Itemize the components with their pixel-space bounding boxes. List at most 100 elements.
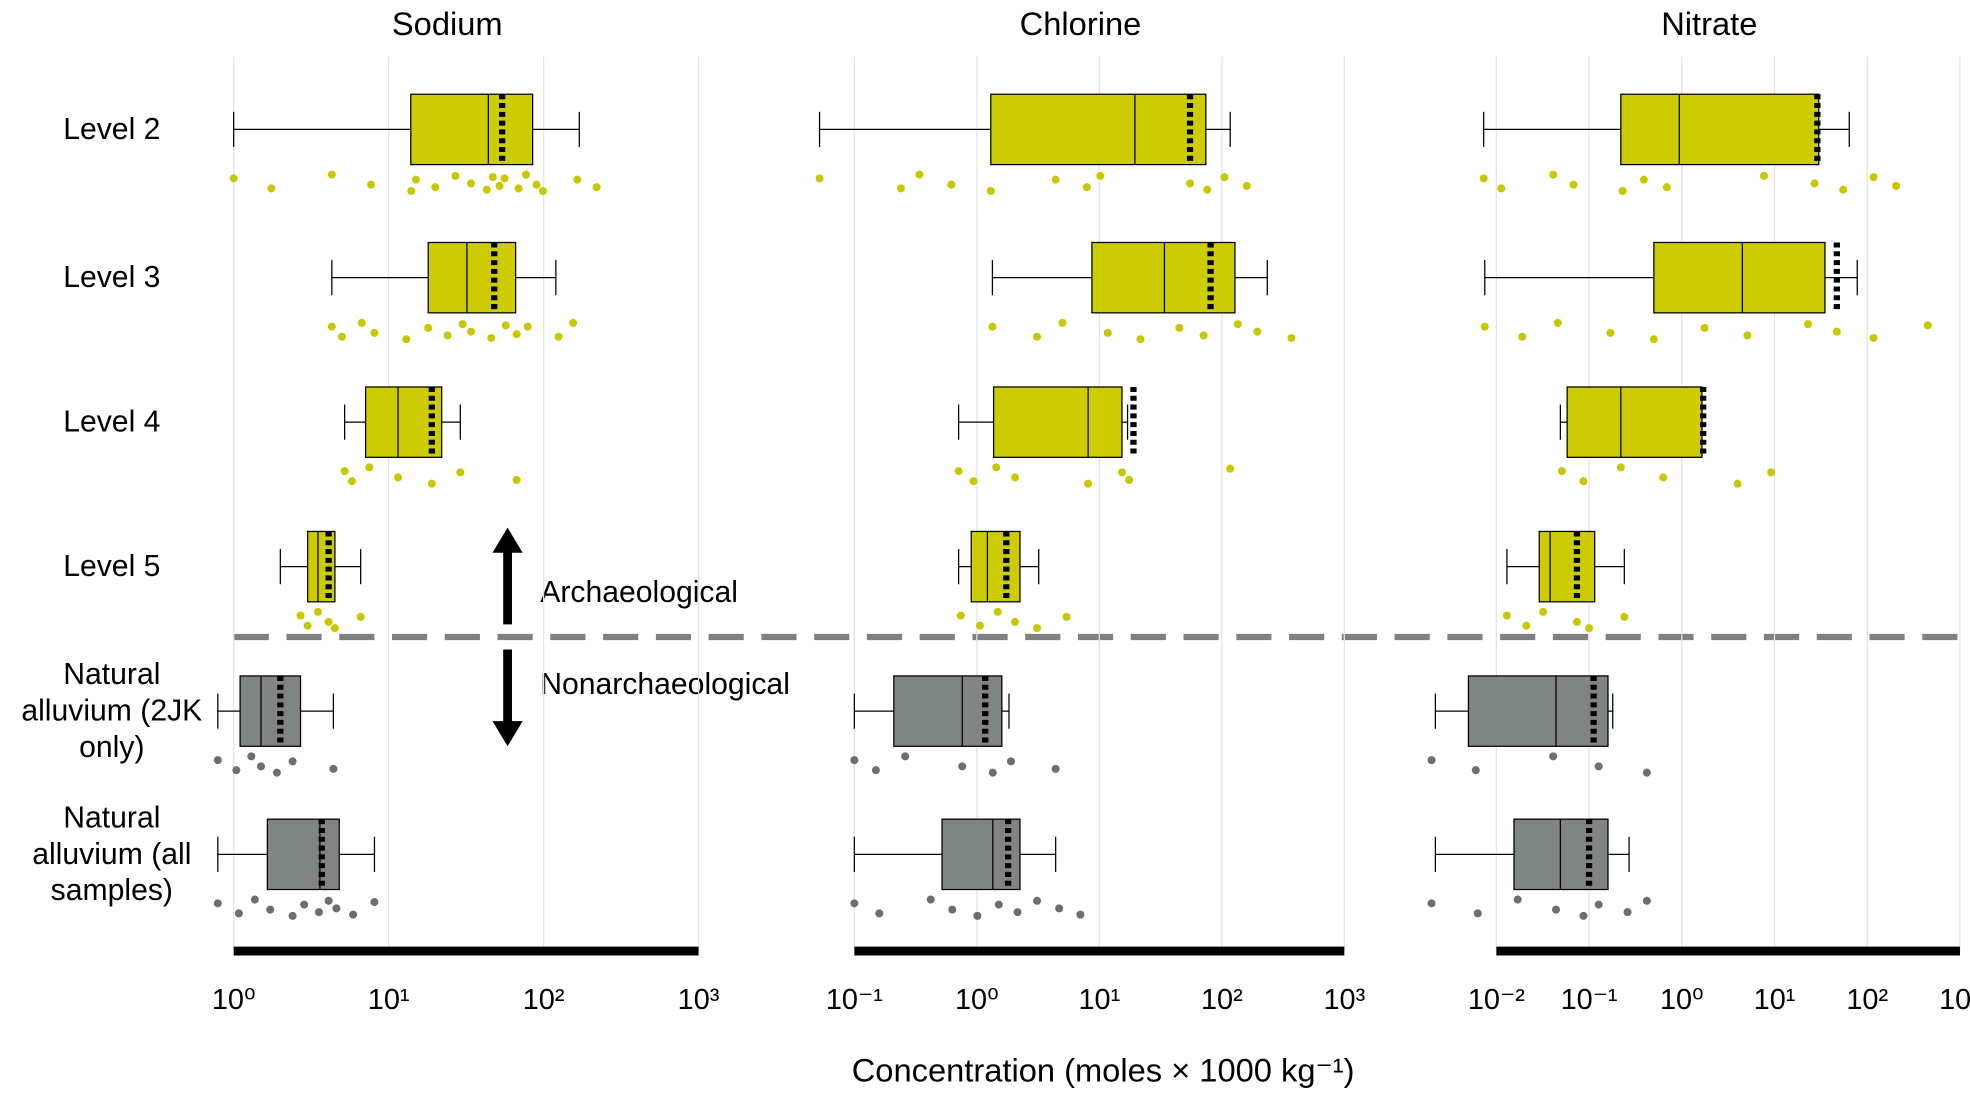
data-point <box>266 905 275 914</box>
x-tick-label: 10⁻² <box>1468 984 1525 1016</box>
data-point <box>1062 612 1071 621</box>
data-point <box>394 473 403 482</box>
data-point <box>958 762 967 771</box>
x-axis-label: Concentration (moles × 1000 kg⁻¹) <box>852 1052 1355 1089</box>
data-point <box>1557 467 1566 476</box>
data-point <box>327 170 336 179</box>
data-point <box>850 756 859 765</box>
box <box>1513 818 1609 891</box>
data-point <box>356 612 365 621</box>
box <box>1653 241 1826 314</box>
data-point <box>1011 473 1020 482</box>
data-point <box>875 909 884 918</box>
data-point <box>1203 185 1212 194</box>
data-point <box>521 170 531 179</box>
data-point <box>1585 624 1594 633</box>
data-point <box>1618 186 1627 195</box>
data-point <box>1539 607 1548 616</box>
data-point <box>1620 612 1629 621</box>
data-point <box>427 479 436 488</box>
data-point <box>443 331 452 340</box>
data-point <box>347 477 357 486</box>
data-point <box>1832 327 1841 336</box>
data-point <box>1553 318 1562 327</box>
data-point <box>1549 170 1558 179</box>
x-tick-label: 10¹ <box>1078 984 1120 1016</box>
data-point <box>1253 327 1262 336</box>
data-point <box>482 185 491 194</box>
data-point <box>988 768 997 777</box>
data-point <box>901 752 910 761</box>
data-point <box>332 904 341 913</box>
data-point <box>512 330 521 339</box>
data-point <box>1804 320 1813 329</box>
x-tick-label: 10² <box>1201 984 1243 1016</box>
data-point <box>1033 332 1042 341</box>
data-point <box>1082 183 1091 192</box>
data-point <box>993 607 1002 616</box>
data-point <box>402 335 411 344</box>
box <box>992 386 1123 458</box>
data-point <box>327 322 336 331</box>
data-point <box>1242 181 1251 190</box>
data-point <box>234 909 243 918</box>
row-label: Level 5 <box>63 549 161 584</box>
data-point <box>1700 323 1709 332</box>
x-tick-label: 10² <box>523 984 565 1016</box>
data-point <box>1055 904 1064 913</box>
x-tick-label: 10³ <box>678 984 720 1016</box>
data-point <box>1186 179 1195 188</box>
data-point <box>213 756 222 765</box>
data-point <box>1427 899 1436 908</box>
x-tick-label: 10² <box>1846 984 1888 1016</box>
data-point <box>538 186 547 195</box>
annotation: Nonarchaeological <box>540 668 790 701</box>
data-point <box>458 320 467 329</box>
data-point <box>1743 331 1752 340</box>
panel-title: Nitrate <box>1661 5 1757 42</box>
data-point <box>1839 185 1848 194</box>
data-point <box>370 328 379 337</box>
data-point <box>466 179 476 188</box>
data-point <box>569 318 578 327</box>
data-point <box>532 180 541 189</box>
data-point <box>367 180 376 189</box>
data-point <box>250 895 259 904</box>
data-point <box>1594 762 1603 771</box>
data-point <box>514 184 523 193</box>
box <box>1566 386 1703 458</box>
data-point <box>288 757 297 766</box>
arrow-down-head <box>492 721 523 747</box>
data-point <box>1616 463 1625 472</box>
row-label: Level 3 <box>63 260 161 295</box>
data-point <box>1175 323 1184 332</box>
data-point <box>1233 320 1242 329</box>
data-point <box>1125 475 1134 484</box>
data-point <box>1117 468 1126 477</box>
data-point <box>1923 321 1932 330</box>
x-tick-label: 10⁰ <box>1660 984 1704 1016</box>
data-point <box>501 321 510 330</box>
data-point <box>296 611 305 620</box>
data-point <box>512 475 521 484</box>
data-point <box>554 332 563 341</box>
data-point <box>1006 757 1016 766</box>
data-point <box>1579 477 1588 486</box>
data-point <box>1473 909 1482 918</box>
data-point <box>1103 328 1112 337</box>
data-point <box>1522 621 1531 630</box>
data-point <box>1549 752 1558 761</box>
x-tick-label: 10³ <box>1323 984 1365 1016</box>
data-point <box>986 186 995 195</box>
data-point <box>1579 911 1588 920</box>
data-point <box>1497 184 1506 193</box>
data-point <box>973 911 982 920</box>
row-label: Level 2 <box>63 112 161 147</box>
data-point <box>407 186 416 195</box>
data-point <box>495 181 504 190</box>
box <box>990 93 1207 166</box>
data-point <box>370 898 379 907</box>
box <box>970 530 1021 603</box>
arrow-up-head <box>492 527 523 553</box>
